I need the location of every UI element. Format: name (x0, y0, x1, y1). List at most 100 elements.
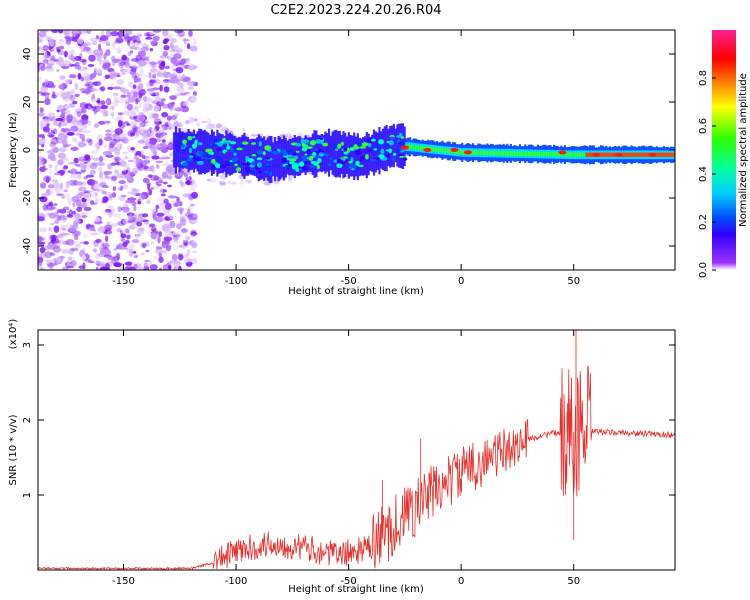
heatmap-cell (234, 163, 238, 167)
heatmap-cell (117, 119, 123, 127)
heatmap-cell (153, 117, 161, 121)
heatmap-cell (67, 198, 72, 206)
heatmap-cell (203, 129, 206, 175)
x-tick-label: -50 (340, 576, 356, 587)
heatmap-cell (394, 128, 397, 163)
heatmap-cell (95, 198, 100, 203)
heatmap-cell (628, 152, 631, 157)
heatmap-cell (105, 129, 112, 133)
heatmap-cell (148, 137, 157, 145)
heatmap-cell (223, 135, 226, 172)
x-tick-label: -150 (112, 576, 135, 587)
heatmap-cell (603, 152, 606, 157)
heatmap-cell (96, 146, 102, 152)
heatmap-cell (98, 58, 103, 66)
heatmap-cell (80, 49, 85, 53)
heatmap-cell (53, 212, 59, 218)
heatmap-cell (49, 40, 55, 47)
heatmap-cell (525, 151, 529, 156)
heatmap-cell (63, 206, 70, 211)
heatmap-cell (152, 235, 157, 240)
heatmap-cell (144, 37, 153, 40)
heatmap-cell (99, 155, 104, 163)
heatmap-cell (520, 151, 523, 156)
heatmap-cell (149, 259, 153, 265)
heatmap-cell (261, 137, 264, 179)
heatmap-cell (137, 60, 147, 67)
heatmap-cell (99, 86, 106, 92)
heatmap-cell (39, 182, 47, 189)
heatmap-cell (344, 132, 347, 178)
heatmap-cell (158, 256, 164, 264)
heatmap-cell (110, 162, 117, 166)
heatmap-cell (84, 88, 91, 95)
heatmap-cell (59, 75, 66, 80)
heatmap-cell (301, 146, 308, 152)
heatmap-cell (103, 52, 107, 60)
heatmap-cell (279, 137, 282, 180)
heatmap-cell (132, 134, 140, 139)
heatmap-cell (367, 133, 370, 176)
heatmap-cell (245, 136, 248, 176)
heatmap-cell (122, 206, 130, 213)
heatmap-cell (175, 49, 183, 53)
heatmap-cell (167, 33, 174, 40)
heatmap-cell (140, 191, 149, 200)
heatmap-cell (126, 103, 133, 111)
heatmap-cell (130, 131, 136, 137)
heatmap-cell (47, 60, 55, 64)
heatmap-cell (148, 112, 153, 120)
heatmap-cell (105, 267, 111, 270)
heatmap-cell (277, 135, 280, 182)
heatmap-cell (169, 42, 174, 49)
heatmap-cell (77, 37, 84, 45)
heatmap-cell (73, 216, 79, 223)
heatmap-cell (104, 191, 113, 197)
heatmap-cell (81, 66, 88, 72)
heatmap-cell (585, 152, 588, 157)
heatmap-cell (359, 146, 366, 149)
heatmap-cell (38, 216, 45, 221)
x-tick-label: -100 (225, 576, 248, 587)
heatmap-cell (70, 89, 76, 94)
heatmap-cell (55, 256, 64, 263)
heatmap-cell (250, 138, 253, 175)
heatmap-cell (74, 82, 79, 91)
heatmap-cell (149, 264, 158, 270)
heatmap-cell (441, 148, 444, 153)
heatmap-cell (38, 45, 41, 53)
heatmap-cell (158, 246, 163, 250)
heatmap-cell (111, 42, 116, 48)
heatmap-cell (327, 128, 331, 177)
heatmap-cell (84, 259, 92, 262)
heatmap-cell (417, 145, 421, 150)
heatmap-cell (152, 30, 162, 33)
heatmap-cell (294, 164, 299, 168)
heatmap-cell (81, 114, 89, 121)
heatmap-cell (248, 139, 251, 174)
heatmap-cell (170, 115, 178, 121)
heatmap-cell (172, 231, 179, 236)
colorbar-label: Normalized spectral amplitude (738, 73, 749, 227)
heatmap-cell (497, 151, 500, 156)
heatmap-cell (61, 193, 65, 200)
heatmap-cell (509, 151, 512, 156)
heatmap-cell (75, 181, 84, 186)
heatmap-cell (343, 151, 349, 155)
heatmap-cell (51, 84, 56, 89)
heatmap-cell (172, 244, 179, 251)
heatmap-cell (44, 98, 51, 106)
spectrogram-heatmap (38, 30, 675, 270)
heatmap-cell (188, 118, 193, 122)
heatmap-cell (166, 175, 171, 179)
heatmap-cell (120, 136, 129, 144)
heatmap-cell (83, 176, 89, 180)
heatmap-cell (95, 260, 101, 266)
heatmap-cell (241, 134, 244, 177)
heatmap-cell (76, 111, 82, 118)
heatmap-cell (179, 200, 183, 207)
heatmap-cell (554, 152, 558, 157)
heatmap-cell (338, 130, 341, 178)
heatmap-cell (70, 260, 77, 267)
heatmap-cell (117, 206, 122, 213)
